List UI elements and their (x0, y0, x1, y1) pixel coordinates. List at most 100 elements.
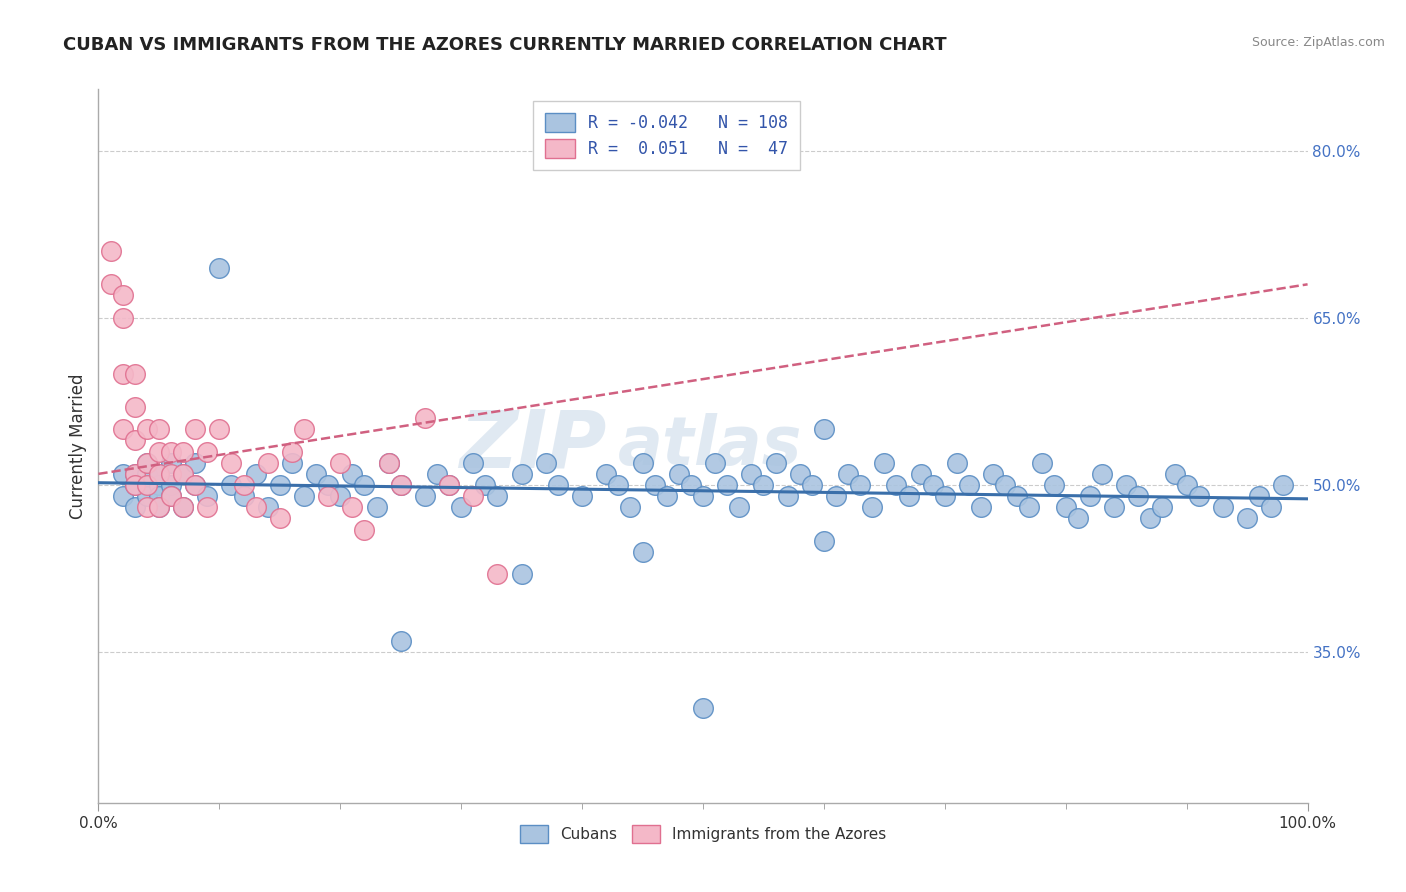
Point (1272, 478, 1295, 492)
Point (1115, 478, 1137, 492)
Point (124, 478, 146, 492)
Point (111, 310, 134, 325)
Point (208, 422, 231, 436)
Point (1236, 511, 1258, 525)
Point (547, 478, 569, 492)
Point (256, 456, 278, 470)
Point (1163, 467, 1185, 481)
Point (148, 500, 170, 515)
Point (1212, 500, 1234, 515)
Point (292, 489, 315, 503)
Point (910, 467, 932, 481)
Point (135, 500, 157, 515)
Point (124, 367, 146, 381)
Point (111, 467, 134, 481)
Point (1007, 489, 1029, 503)
Point (124, 467, 146, 481)
Point (256, 500, 278, 515)
Point (124, 434, 146, 448)
Point (716, 478, 738, 492)
Point (232, 478, 254, 492)
Point (377, 456, 399, 470)
Point (184, 478, 207, 492)
Point (135, 478, 157, 492)
Point (1018, 500, 1040, 515)
Point (994, 478, 1017, 492)
Point (692, 489, 714, 503)
Point (148, 489, 170, 503)
Point (232, 489, 254, 503)
Point (124, 467, 146, 481)
Point (135, 456, 157, 470)
Point (595, 467, 617, 481)
Point (921, 478, 943, 492)
Point (740, 467, 762, 481)
Point (450, 500, 472, 515)
Point (184, 478, 207, 492)
Point (208, 260, 231, 275)
Point (221, 478, 243, 492)
Point (172, 500, 194, 515)
Text: atlas: atlas (619, 413, 803, 479)
Point (886, 478, 908, 492)
Point (897, 489, 920, 503)
Point (1091, 467, 1114, 481)
Point (946, 456, 969, 470)
Point (1078, 489, 1101, 503)
Point (1128, 489, 1150, 503)
Point (668, 467, 690, 481)
Point (111, 422, 134, 436)
Point (160, 467, 183, 481)
Point (692, 701, 714, 715)
Point (148, 467, 170, 481)
Point (825, 489, 848, 503)
Point (281, 444, 304, 458)
Point (329, 489, 352, 503)
Point (486, 567, 509, 582)
Point (413, 411, 436, 425)
Point (124, 400, 146, 414)
Point (366, 500, 388, 515)
Point (813, 422, 835, 436)
Point (934, 489, 956, 503)
Point (160, 478, 183, 492)
Point (644, 478, 666, 492)
Point (160, 444, 183, 458)
Point (957, 478, 980, 492)
Point (148, 478, 170, 492)
Point (195, 444, 218, 458)
Point (184, 422, 207, 436)
Point (752, 478, 775, 492)
Point (377, 456, 399, 470)
Point (571, 489, 593, 503)
Point (1260, 500, 1282, 515)
Point (160, 489, 183, 503)
Point (111, 288, 134, 302)
Legend: Cubans, Immigrants from the Azores: Cubans, Immigrants from the Azores (515, 819, 891, 848)
Text: ZIP: ZIP (458, 407, 606, 485)
Point (813, 533, 835, 548)
Point (389, 634, 412, 648)
Point (100, 244, 122, 258)
Text: Source: ZipAtlas.com: Source: ZipAtlas.com (1251, 36, 1385, 49)
Point (1175, 478, 1198, 492)
Point (607, 478, 630, 492)
Point (148, 467, 170, 481)
Point (124, 478, 146, 492)
Point (655, 489, 678, 503)
Point (124, 500, 146, 515)
Point (195, 500, 218, 515)
Y-axis label: Currently Married: Currently Married (69, 373, 87, 519)
Point (463, 456, 485, 470)
Point (800, 478, 823, 492)
Point (510, 467, 533, 481)
Point (837, 467, 859, 481)
Point (704, 456, 727, 470)
Point (111, 489, 134, 503)
Point (389, 478, 412, 492)
Point (1139, 511, 1161, 525)
Point (281, 456, 304, 470)
Point (269, 511, 291, 525)
Point (245, 500, 267, 515)
Point (437, 478, 460, 492)
